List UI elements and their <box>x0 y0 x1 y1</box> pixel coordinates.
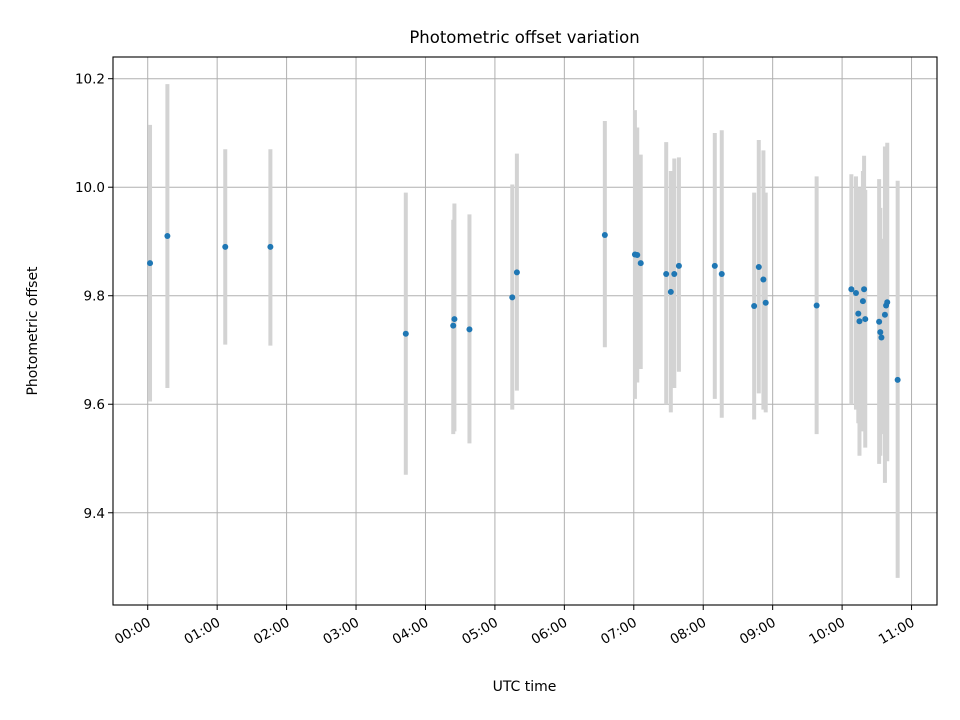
y-tick-label: 10.2 <box>75 72 105 88</box>
data-point <box>848 286 855 293</box>
data-point <box>751 303 758 310</box>
x-tick-label: 05:00 <box>459 615 501 648</box>
x-tick-label: 02:00 <box>251 615 293 648</box>
x-tick-label: 01:00 <box>181 615 223 648</box>
plot-area-frame <box>112 56 938 606</box>
data-point <box>402 330 409 337</box>
x-tick-label: 06:00 <box>529 615 571 648</box>
data-point <box>267 243 274 250</box>
data-point <box>450 322 457 329</box>
data-point <box>876 318 883 325</box>
data-point <box>878 334 885 341</box>
data-point <box>675 262 682 269</box>
data-point <box>813 302 820 309</box>
data-point <box>894 376 901 383</box>
data-point <box>671 271 678 278</box>
x-tick-label: 09:00 <box>737 615 779 648</box>
y-tick-label: 9.4 <box>84 506 105 522</box>
data-point <box>859 298 866 305</box>
data-point <box>852 290 859 297</box>
x-tick-label: 04:00 <box>390 615 432 648</box>
y-axis-label: Photometric offset <box>25 266 41 396</box>
x-axis: 00:00 01:00 02:00 03:00 04:00 05:00 06:00 07:00… <box>112 605 918 648</box>
grid <box>113 57 937 605</box>
data-point <box>856 318 863 325</box>
chart-title: Photometric offset variation <box>409 28 639 47</box>
data-point <box>861 286 868 293</box>
data-point <box>634 252 641 259</box>
data-point <box>711 262 718 269</box>
data-point <box>451 316 458 323</box>
x-axis-label: UTC time <box>493 679 557 695</box>
x-tick-label: 08:00 <box>668 615 710 648</box>
data-point <box>755 263 762 270</box>
data-point <box>663 271 670 278</box>
data-points <box>147 231 901 383</box>
data-point <box>718 271 725 278</box>
data-point <box>877 329 884 336</box>
data-point <box>222 243 229 250</box>
x-tick-label: 11:00 <box>876 615 918 648</box>
data-point <box>601 231 608 238</box>
y-tick-label: 9.6 <box>84 397 105 413</box>
data-point <box>760 276 767 283</box>
data-point <box>862 316 869 323</box>
x-tick-label: 07:00 <box>598 615 640 648</box>
data-point <box>762 299 769 306</box>
data-point <box>466 326 473 333</box>
data-point <box>509 294 516 301</box>
data-point <box>855 310 862 317</box>
y-tick-label: 9.8 <box>84 289 105 305</box>
x-tick-label: 10:00 <box>806 615 848 648</box>
data-point <box>667 288 674 295</box>
y-axis: 9.4 9.6 9.8 10.0 10.2 <box>75 72 113 522</box>
data-point <box>513 269 520 276</box>
y-tick-label: 10.0 <box>75 180 105 196</box>
x-tick-label: 03:00 <box>320 615 362 648</box>
data-point <box>164 233 171 240</box>
data-point <box>884 299 891 306</box>
error-bars <box>148 84 900 578</box>
data-point <box>881 311 888 318</box>
data-point <box>637 260 644 267</box>
data-point <box>147 260 154 267</box>
x-tick-label: 00:00 <box>112 615 154 648</box>
